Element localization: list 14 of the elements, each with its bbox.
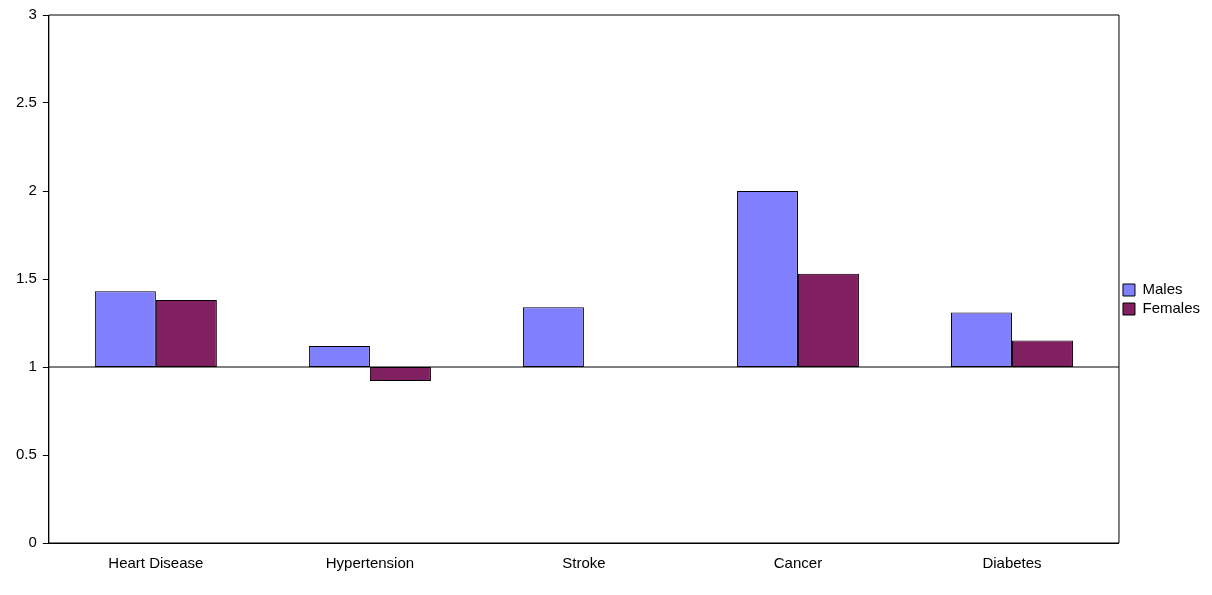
x-tick-label: Stroke <box>562 554 606 572</box>
x-tick-label: Cancer <box>773 554 823 572</box>
y-tick-label: 3 <box>28 5 37 23</box>
y-tick-label: 1 <box>28 357 37 375</box>
y-tick-label: 2.5 <box>15 93 37 111</box>
y-tick-label: 2 <box>28 181 37 199</box>
x-tick-label: Heart Disease <box>108 554 204 572</box>
legend-label: Males <box>1142 280 1183 298</box>
x-tick-label: Diabetes <box>982 554 1042 572</box>
x-tick-label: Hypertension <box>325 554 415 572</box>
y-tick-label: 1.5 <box>15 269 37 287</box>
y-tick-label: 0 <box>28 533 37 551</box>
y-tick-label: 0.5 <box>15 445 37 463</box>
legend-label: Females <box>1142 299 1201 317</box>
